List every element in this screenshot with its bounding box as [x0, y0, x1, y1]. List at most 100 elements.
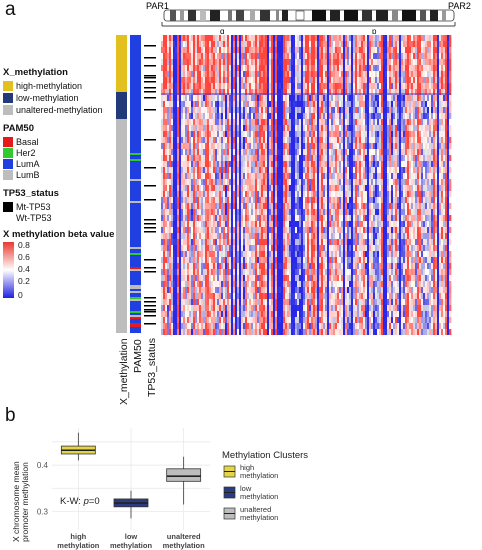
- heatmap-cell: [391, 77, 394, 83]
- heatmap-cell: [415, 173, 418, 179]
- heatmap-cell: [327, 41, 330, 47]
- heatmap-cell: [261, 119, 264, 125]
- heatmap-cell: [381, 161, 384, 167]
- heatmap-cell: [303, 203, 306, 209]
- heatmap-cell: [433, 197, 436, 203]
- heatmap-cell: [337, 83, 340, 89]
- heatmap-cell: [405, 209, 408, 215]
- heatmap-cell: [347, 71, 350, 77]
- heatmap-cell: [161, 191, 164, 197]
- heatmap-cell: [407, 179, 410, 185]
- heatmap-cell: [179, 89, 182, 95]
- heatmap-cell: [373, 65, 376, 71]
- heatmap-cell: [221, 173, 224, 179]
- heatmap-cell: [171, 149, 174, 155]
- heatmap-cell: [273, 209, 276, 215]
- heatmap-cell: [257, 149, 260, 155]
- heatmap-cell: [375, 167, 378, 173]
- tp53-mutation-mark: [144, 227, 156, 229]
- heatmap-cell: [283, 83, 286, 89]
- heatmap-cell: [189, 119, 192, 125]
- heatmap-cell: [421, 71, 424, 77]
- heatmap-cell: [267, 125, 270, 131]
- heatmap-cell: [409, 65, 412, 71]
- heatmap-cell: [327, 131, 330, 137]
- heatmap-cell: [219, 179, 222, 185]
- heatmap-cell: [287, 77, 290, 83]
- heatmap-cell: [161, 65, 164, 71]
- heatmap-cell: [429, 41, 432, 47]
- heatmap-cell: [399, 179, 402, 185]
- heatmap-cell: [161, 101, 164, 107]
- heatmap-cell: [325, 167, 328, 173]
- heatmap-cell: [167, 143, 170, 149]
- heatmap-cell: [443, 59, 446, 65]
- heatmap-cell: [279, 113, 282, 119]
- heatmap-cell: [421, 227, 424, 233]
- heatmap-cell: [427, 155, 430, 161]
- heatmap-cell: [317, 143, 320, 149]
- heatmap-cell: [379, 71, 382, 77]
- heatmap-cell: [317, 131, 320, 137]
- heatmap-cell: [349, 203, 352, 209]
- heatmap-cell: [161, 149, 164, 155]
- heatmap-cell: [219, 77, 222, 83]
- heatmap-cell: [293, 155, 296, 161]
- heatmap-cell: [367, 125, 370, 131]
- heatmap-cell: [207, 131, 210, 137]
- heatmap-cell: [249, 83, 252, 89]
- heatmap-cell: [363, 143, 366, 149]
- heatmap-cell: [263, 215, 266, 221]
- heatmap-cell: [239, 233, 242, 239]
- heatmap-cell: [433, 173, 436, 179]
- heatmap-cell: [439, 227, 442, 233]
- heatmap-cell: [355, 227, 358, 233]
- q-arm-label: q: [220, 27, 224, 34]
- heatmap-cell: [355, 53, 358, 59]
- heatmap-cell: [265, 131, 268, 137]
- heatmap-cell: [309, 209, 312, 215]
- heatmap-cell: [227, 53, 230, 59]
- heatmap-cell: [405, 221, 408, 227]
- heatmap-cell: [393, 143, 396, 149]
- pam50-sample: [130, 297, 141, 299]
- heatmap-cell: [431, 95, 434, 101]
- heatmap-cell: [343, 77, 346, 83]
- heatmap-cell: [279, 173, 282, 179]
- heatmap-cell: [327, 113, 330, 119]
- tp53-mutation-mark: [144, 45, 156, 47]
- heatmap-cell: [429, 209, 432, 215]
- heatmap-cell: [177, 89, 180, 95]
- heatmap-cell: [193, 221, 196, 227]
- heatmap-cell: [295, 227, 298, 233]
- heatmap-cell: [301, 221, 304, 227]
- heatmap-cell: [165, 131, 168, 137]
- heatmap-cell: [161, 83, 164, 89]
- heatmap-cell: [289, 149, 292, 155]
- tp53-mutation-mark: [144, 139, 156, 141]
- heatmap-cell: [301, 149, 304, 155]
- heatmap-cell: [277, 155, 280, 161]
- heatmap-cell: [215, 77, 218, 83]
- heatmap-cell: [197, 179, 200, 185]
- heatmap-cell: [371, 107, 374, 113]
- heatmap-cell: [321, 179, 324, 185]
- heatmap-cell: [435, 41, 438, 47]
- heatmap-cell: [391, 179, 394, 185]
- heatmap-cell: [387, 65, 390, 71]
- heatmap-cell: [377, 203, 380, 209]
- heatmap-cell: [205, 215, 208, 221]
- heatmap-cell: [283, 53, 286, 59]
- heatmap-cell: [389, 89, 392, 95]
- heatmap-cell: [237, 35, 240, 41]
- heatmap-cell: [363, 107, 366, 113]
- heatmap-cell: [285, 197, 288, 203]
- heatmap-cell: [441, 71, 444, 77]
- heatmap-cell: [327, 173, 330, 179]
- heatmap-cell: [377, 65, 380, 71]
- heatmap-cell: [381, 209, 384, 215]
- heatmap-cell: [253, 137, 256, 143]
- heatmap-cell: [369, 71, 372, 77]
- heatmap-cell: [417, 53, 420, 59]
- heatmap-cell: [441, 191, 444, 197]
